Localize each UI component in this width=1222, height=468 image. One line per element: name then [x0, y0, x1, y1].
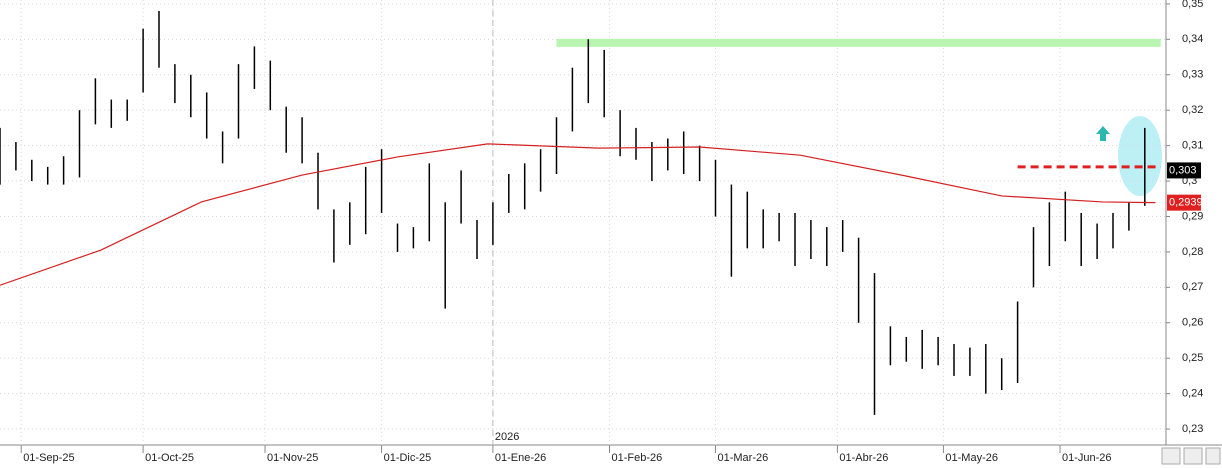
highlight-ellipse	[1118, 116, 1162, 196]
y-tick-label: 0,28	[1182, 246, 1203, 258]
y-tick-label: 0,32	[1182, 104, 1203, 116]
y-tick-label: 0,26	[1182, 317, 1203, 329]
y-tick-label: 0,25	[1182, 352, 1203, 364]
y-tick-label: 0,34	[1182, 33, 1203, 45]
scroll-button[interactable]	[1183, 447, 1203, 465]
x-tick-label: 01-Jun-26	[1062, 452, 1112, 464]
x-tick-label: 01-Sep-25	[23, 452, 74, 464]
x-tick-label: 01-Dic-25	[384, 452, 432, 464]
x-tick-label: 01-May-26	[945, 452, 998, 464]
price-tag	[1167, 194, 1201, 211]
x-tick-label: 01-Mar-26	[718, 452, 769, 464]
y-tick-label: 0,23	[1182, 423, 1203, 435]
y-tick-label: 0,27	[1182, 281, 1203, 293]
x-tick-label: 01-Abr-26	[839, 452, 888, 464]
up-arrow	[1096, 126, 1110, 141]
year-label: 2026	[495, 431, 519, 443]
y-tick-label: 0,24	[1182, 388, 1203, 400]
moving-average	[0, 143, 1156, 286]
y-tick-label: 0,33	[1182, 69, 1203, 81]
x-tick-label: 01-Oct-25	[145, 452, 194, 464]
y-tick-label: 0,29	[1182, 210, 1203, 222]
x-tick-label: 01-Nov-25	[267, 452, 318, 464]
y-tick-label: 0,35	[1182, 0, 1203, 10]
zoom-button[interactable]	[1161, 447, 1181, 465]
price-tag	[1167, 162, 1201, 179]
x-tick-label: 01-Ene-26	[495, 452, 546, 464]
price-tag-label: 0,303	[1169, 164, 1197, 176]
end-button[interactable]	[1205, 447, 1221, 465]
y-tick-label: 0,31	[1182, 140, 1203, 152]
x-tick-label: 01-Feb-26	[612, 452, 663, 464]
price-tag-label: 0,2939	[1169, 197, 1203, 209]
